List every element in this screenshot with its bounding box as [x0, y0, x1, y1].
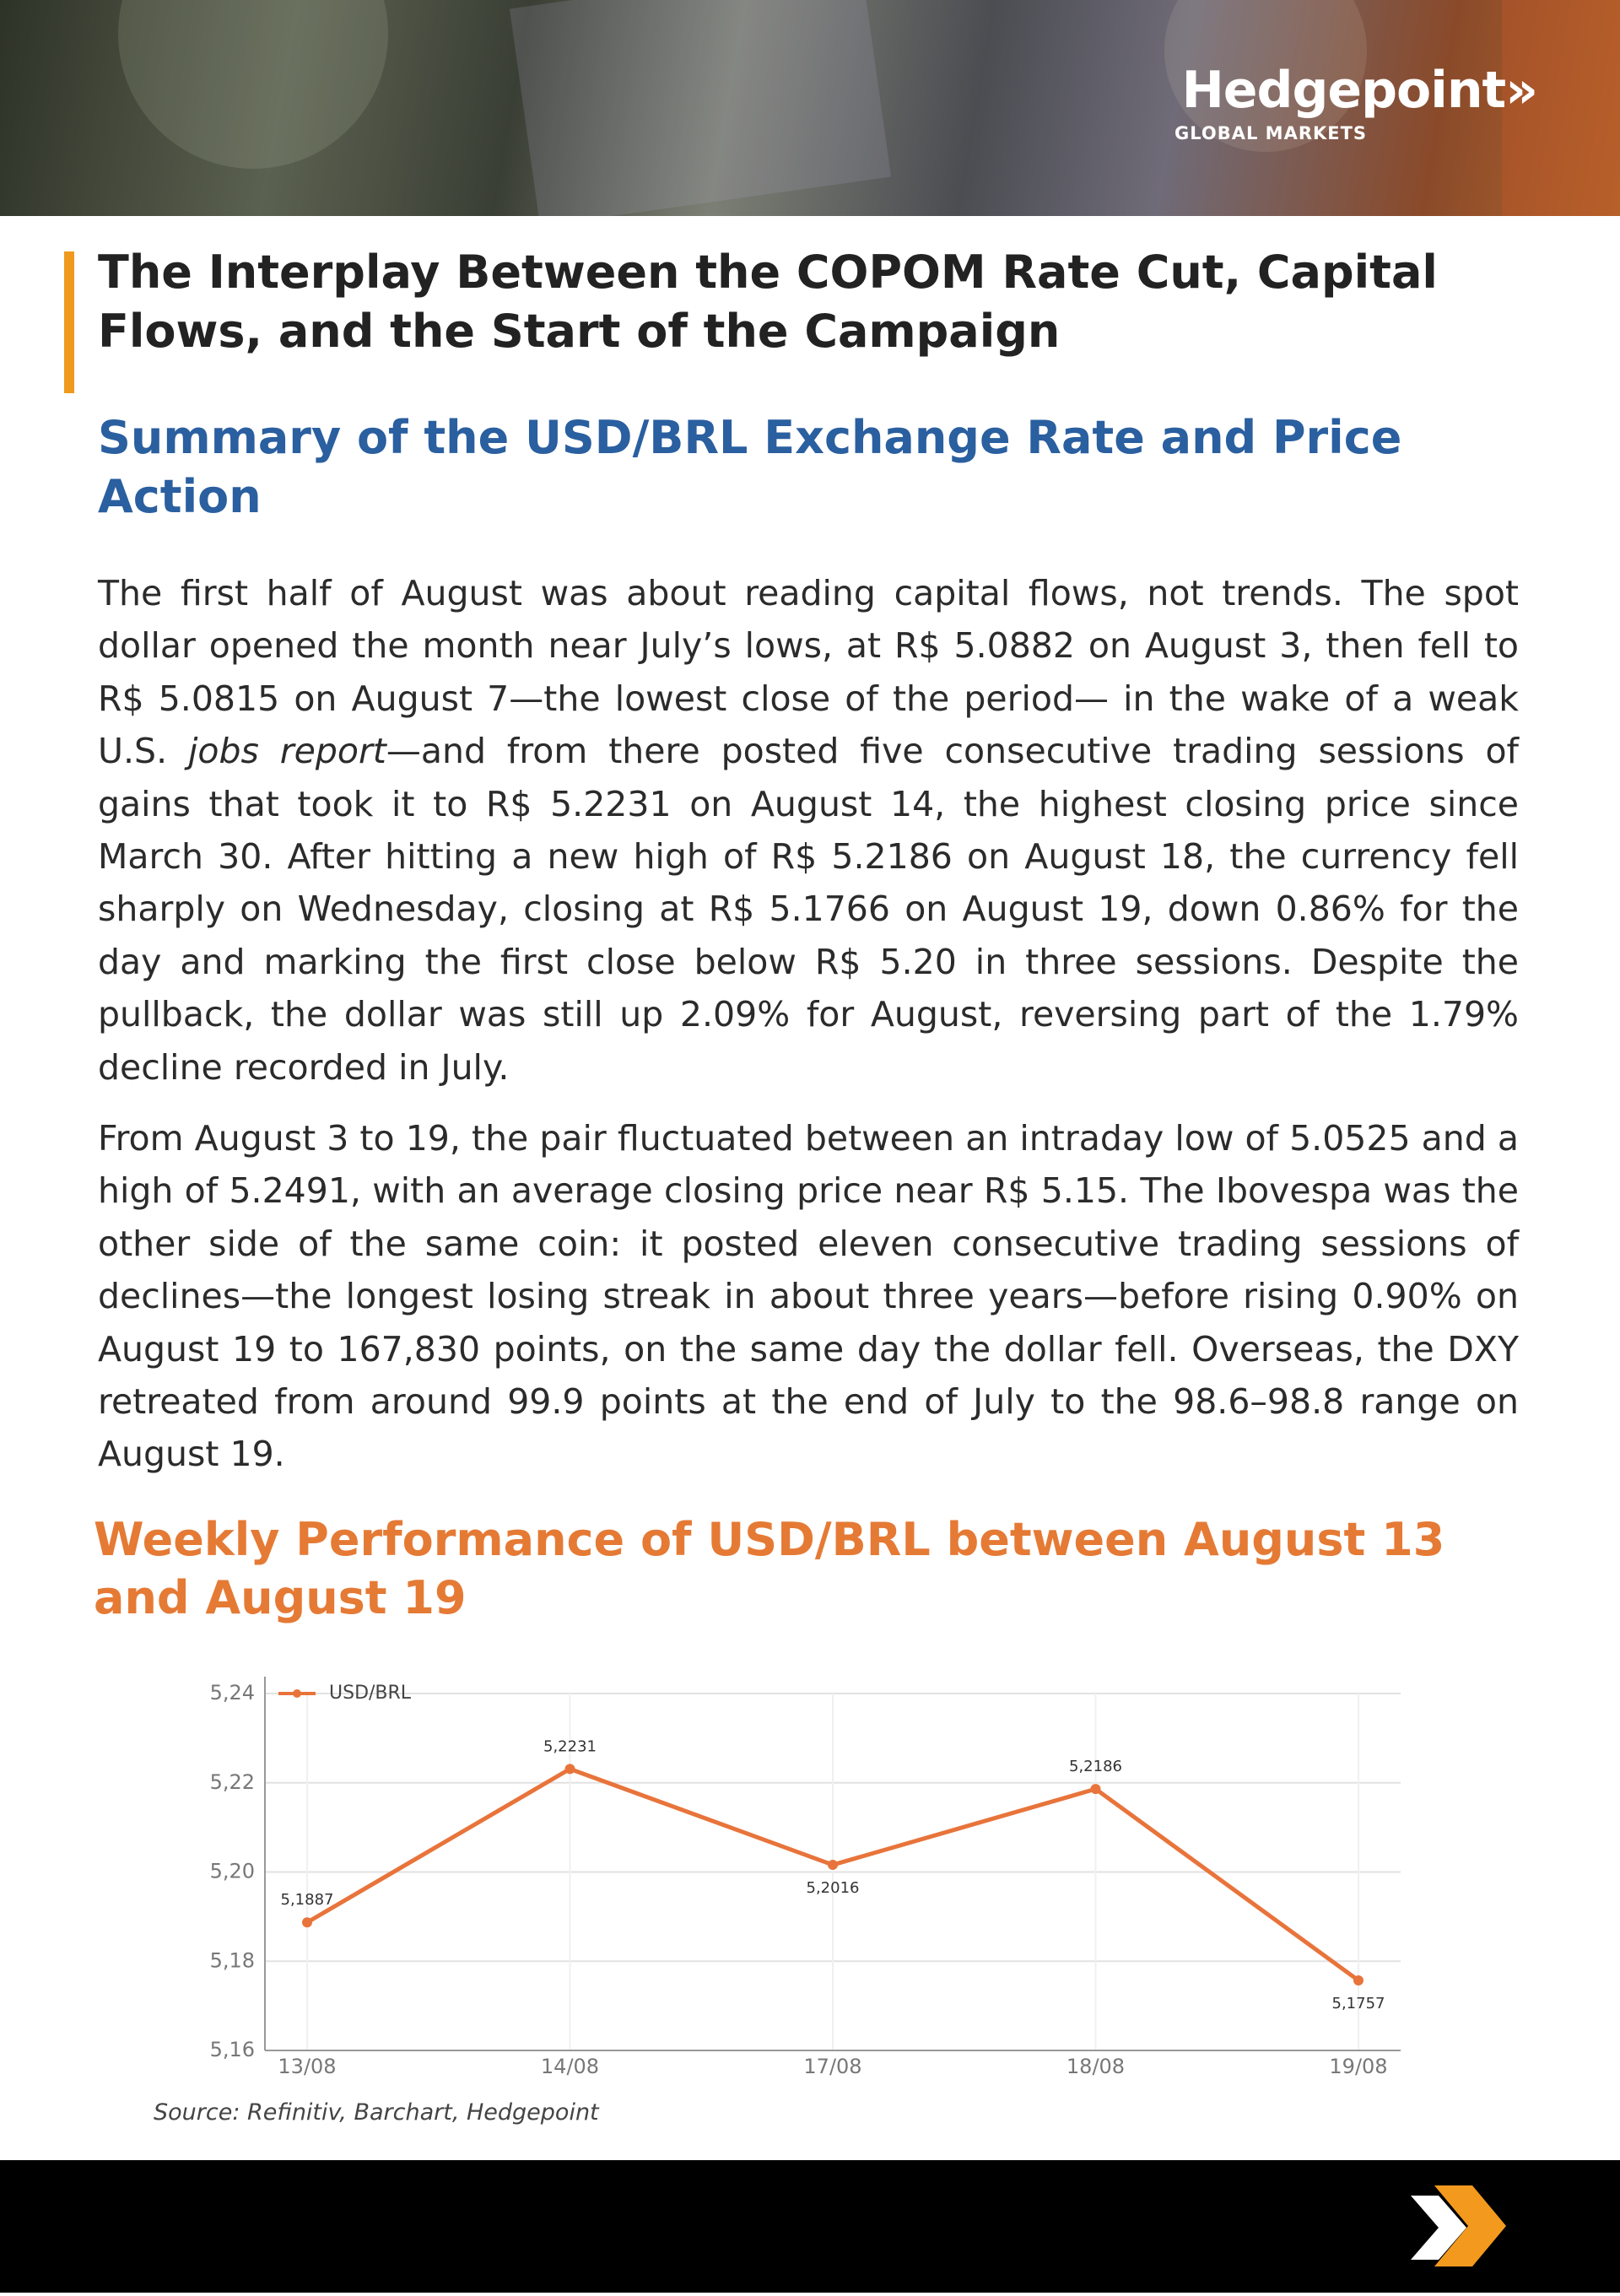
- source: Source: Refinitiv, Barchart, Hedgepoint: [154, 2099, 599, 2126]
- accent-bar: [64, 251, 74, 393]
- point: [1353, 1975, 1364, 1985]
- x-tick-label: 14/08: [541, 2055, 599, 2078]
- value-label: 5,1887: [281, 1891, 334, 1909]
- paragraph: From August 3 to 19, the pair fluctuated…: [98, 1112, 1519, 1481]
- paragraph: The first half of August was about readi…: [98, 567, 1519, 1094]
- banner-art: [118, 0, 1620, 216]
- text-italic: jobs report: [188, 731, 386, 772]
- value-label: 5,1757: [1332, 1995, 1385, 2012]
- y-tick-label: 5,24: [210, 1681, 255, 1704]
- chart: 5,16 5,18 5,20 5,22 5,24 13/08 14/08 17/08 18/08…: [210, 1677, 1401, 2078]
- chart-title: Weekly Performance of USD/BRL between Au…: [94, 1513, 1445, 1624]
- legend-dot: [293, 1689, 301, 1698]
- text: The first half of August was about readi…: [98, 573, 1519, 772]
- point: [302, 1917, 312, 1928]
- y-tick-label: 5,22: [210, 1770, 255, 1794]
- title: The Interplay Between the COPOM Rate Cut…: [98, 246, 1438, 358]
- point: [564, 1764, 575, 1775]
- brand: Hedgepoint»: [1181, 61, 1538, 120]
- x-tick-label: 17/08: [803, 2055, 861, 2078]
- footer-logo: [1411, 2185, 1506, 2266]
- point: [828, 1860, 838, 1871]
- footer: [0, 2160, 1620, 2293]
- header-banner: Hedgepoint» GLOBAL MARKETS: [0, 0, 1620, 216]
- x-tick-label: 19/08: [1329, 2055, 1387, 2078]
- y-tick-label: 5,16: [210, 2038, 255, 2061]
- value-label: 5,2186: [1069, 1758, 1122, 1775]
- brand-sub: GLOBAL MARKETS: [1174, 123, 1368, 143]
- text: From August 3 to 19, the pair fluctuated…: [98, 1118, 1519, 1475]
- value-label: 5,2016: [807, 1879, 860, 1897]
- subtitle: Summary of the USD/BRL Exchange Rate and…: [98, 411, 1402, 523]
- x-tick-label: 13/08: [278, 2055, 336, 2078]
- legend-label: USD/BRL: [329, 1683, 412, 1704]
- point: [1090, 1784, 1101, 1795]
- x-tick-label: 18/08: [1066, 2055, 1125, 2078]
- value-label: 5,2231: [543, 1737, 597, 1755]
- y-tick-label: 5,20: [210, 1860, 255, 1883]
- y-tick-label: 5,18: [210, 1948, 255, 1972]
- text: —and from there posted five consecutive …: [98, 731, 1519, 1088]
